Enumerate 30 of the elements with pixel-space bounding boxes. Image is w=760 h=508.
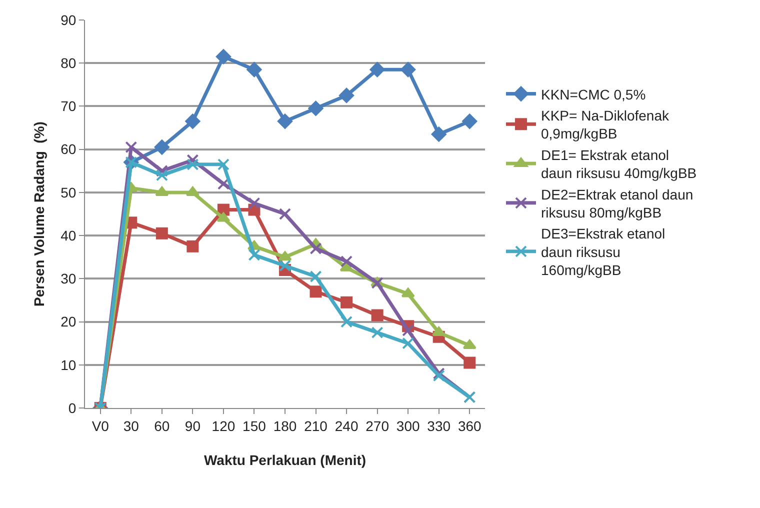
- x-tick-label: 120: [212, 418, 236, 434]
- x-tick-label: 150: [242, 418, 266, 434]
- x-tick-label: 240: [334, 418, 358, 434]
- legend-label: DE2=Ektrak etanol daun riksusu 80mg/kgBB: [541, 186, 694, 220]
- y-tick-label: 40: [60, 227, 76, 244]
- legend-label: KKP= Na-Diklofenak 0,9mg/kgBB: [541, 107, 670, 142]
- x-tick-label: 360: [458, 418, 482, 434]
- x-tick-label: 330: [427, 418, 451, 434]
- y-tick-label: 90: [60, 12, 76, 28]
- legend-label: DE3=Ekstrak etanol daun riksusu 160mg/kgBB: [541, 226, 666, 278]
- x-tick-label: 180: [273, 418, 297, 434]
- y-tick-label: 30: [60, 270, 76, 287]
- x-tick-label: 210: [304, 418, 328, 434]
- legend-label: KKN=CMC 0,5%: [541, 86, 646, 102]
- y-tick-label: 80: [60, 55, 76, 72]
- y-tick-label: 20: [60, 314, 76, 330]
- x-tick-label: V0: [92, 418, 110, 434]
- legend-label: DE1= Ekstrak etanol daun riksusu 40mg/kgBB: [541, 146, 697, 182]
- x-tick-label: 300: [396, 418, 420, 434]
- y-tick-label: 70: [60, 98, 76, 114]
- y-axis-title: Persen Volume Radang (%): [31, 122, 48, 306]
- x-tick-label: 60: [154, 418, 170, 434]
- y-tick-label: 0: [68, 400, 76, 416]
- x-tick-label: 90: [184, 418, 201, 434]
- y-tick-label: 60: [60, 141, 76, 158]
- x-tick-label: 270: [366, 418, 390, 434]
- y-tick-label: 50: [60, 184, 76, 200]
- y-tick-label: 10: [60, 356, 76, 373]
- x-tick-label: 30: [123, 418, 140, 434]
- x-axis-title: Waktu Perlakuan (Menit): [204, 452, 366, 468]
